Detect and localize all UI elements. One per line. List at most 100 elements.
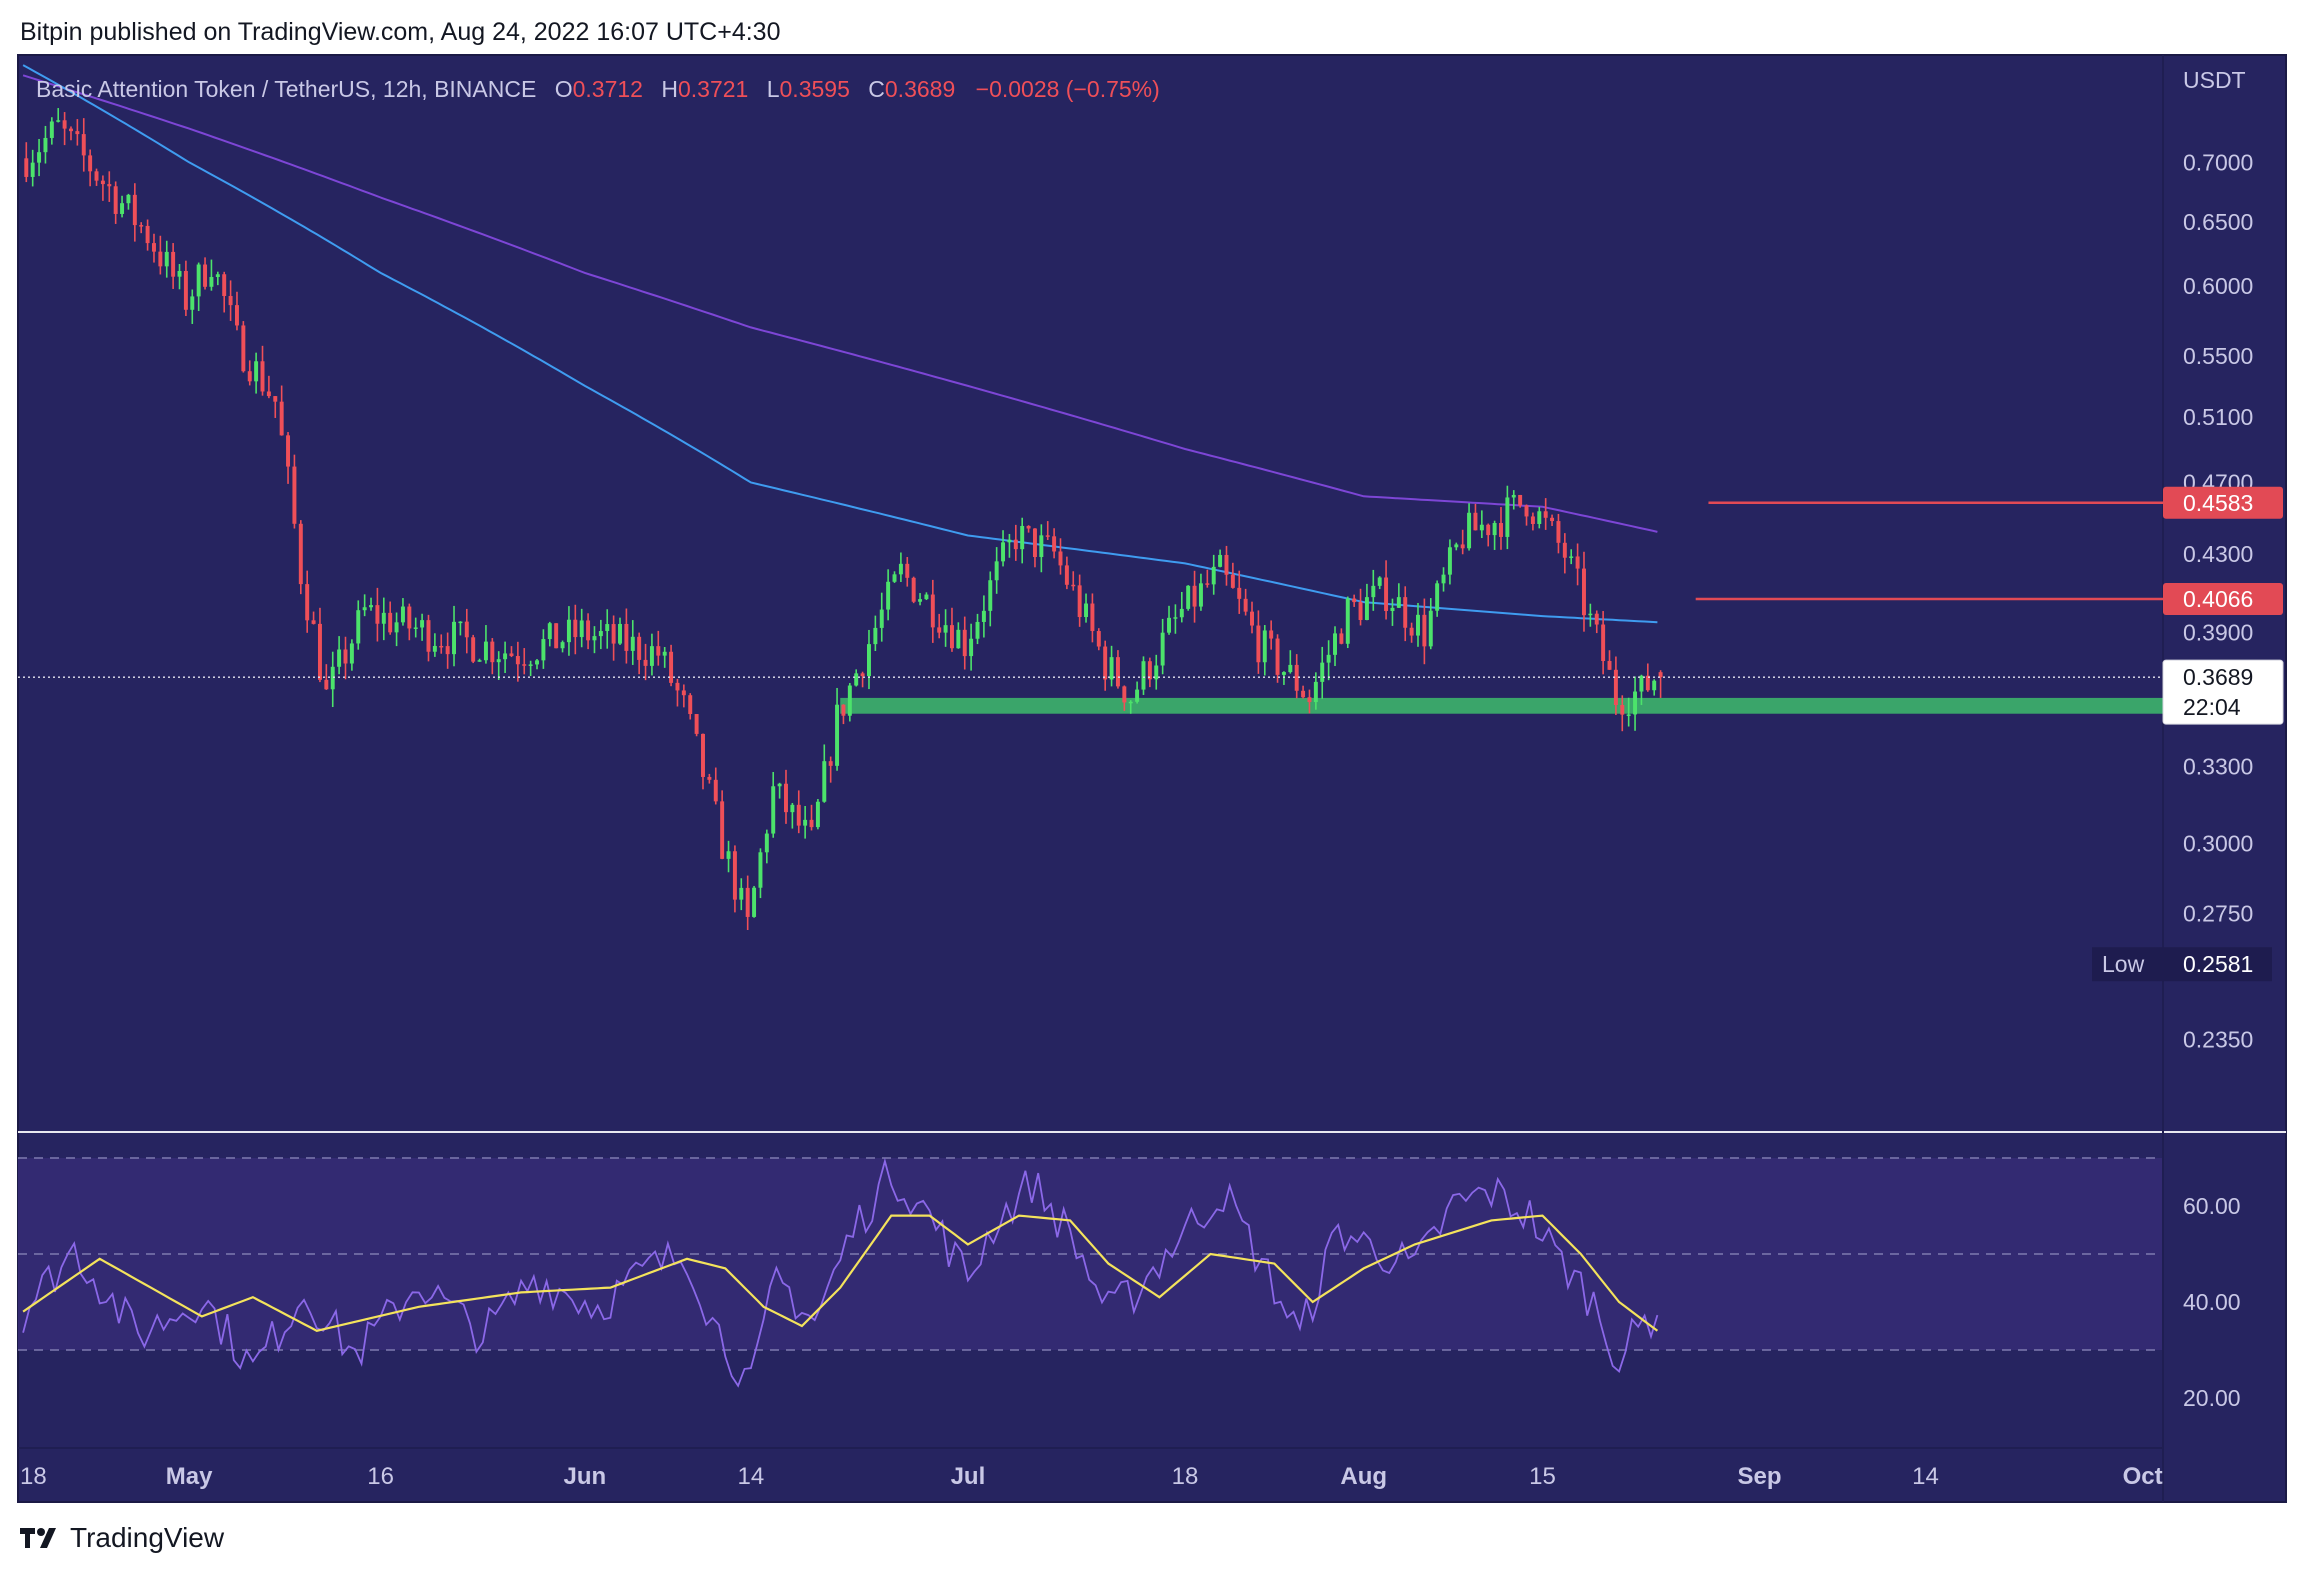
- candle[interactable]: [822, 744, 827, 803]
- candlestick-series[interactable]: [24, 108, 1663, 931]
- candle[interactable]: [611, 615, 616, 661]
- candle[interactable]: [547, 621, 552, 647]
- candle[interactable]: [1135, 681, 1140, 704]
- candle[interactable]: [1077, 574, 1082, 627]
- candle[interactable]: [1537, 506, 1542, 529]
- candle[interactable]: [420, 613, 425, 641]
- candle[interactable]: [37, 138, 42, 177]
- candle[interactable]: [1294, 654, 1299, 699]
- candle[interactable]: [701, 733, 705, 790]
- candle[interactable]: [656, 630, 661, 666]
- candle[interactable]: [1499, 507, 1503, 550]
- candle[interactable]: [94, 168, 99, 186]
- candle[interactable]: [1575, 543, 1580, 586]
- low-marker[interactable]: Low 0.2581: [2092, 947, 2272, 982]
- candle[interactable]: [88, 149, 93, 187]
- level-price-tag[interactable]: 0.4583: [2163, 486, 2283, 519]
- candle[interactable]: [924, 592, 929, 601]
- candle[interactable]: [1505, 485, 1510, 550]
- candle[interactable]: [509, 646, 514, 658]
- candle[interactable]: [681, 684, 686, 708]
- candle[interactable]: [898, 552, 903, 582]
- candle[interactable]: [203, 257, 208, 290]
- candle[interactable]: [190, 289, 195, 324]
- candle[interactable]: [732, 845, 737, 913]
- candle[interactable]: [879, 592, 884, 642]
- candle[interactable]: [49, 117, 54, 145]
- candle[interactable]: [30, 149, 35, 187]
- candle[interactable]: [713, 767, 718, 805]
- candle[interactable]: [139, 222, 144, 234]
- candle[interactable]: [388, 601, 393, 635]
- candle[interactable]: [1333, 626, 1337, 667]
- candle[interactable]: [573, 604, 578, 655]
- candle[interactable]: [764, 829, 769, 864]
- candle[interactable]: [1633, 676, 1638, 731]
- candle[interactable]: [1613, 656, 1618, 715]
- candle[interactable]: [452, 605, 457, 667]
- rsi-line[interactable]: [22, 1157, 1659, 1388]
- candle[interactable]: [375, 587, 380, 642]
- candle[interactable]: [75, 119, 80, 146]
- candle[interactable]: [1007, 533, 1012, 558]
- candle[interactable]: [720, 790, 725, 860]
- candle[interactable]: [1652, 679, 1657, 696]
- candle[interactable]: [1639, 674, 1644, 705]
- candle[interactable]: [120, 195, 125, 218]
- candle[interactable]: [177, 263, 182, 290]
- candle[interactable]: [490, 638, 495, 675]
- tradingview-footer[interactable]: TradingView: [20, 1520, 224, 1556]
- candle[interactable]: [426, 614, 431, 662]
- candle[interactable]: [962, 616, 967, 670]
- candle[interactable]: [1601, 611, 1606, 675]
- candle[interactable]: [1154, 654, 1159, 690]
- candle[interactable]: [1409, 622, 1414, 643]
- candle[interactable]: [586, 613, 591, 650]
- candle[interactable]: [126, 193, 131, 210]
- candle[interactable]: [24, 142, 29, 183]
- candle[interactable]: [554, 623, 559, 649]
- candle[interactable]: [254, 352, 259, 394]
- candle[interactable]: [1345, 596, 1350, 649]
- candle[interactable]: [1371, 569, 1376, 611]
- candle[interactable]: [1543, 498, 1548, 530]
- candle[interactable]: [988, 571, 993, 627]
- candle[interactable]: [279, 385, 284, 436]
- candle[interactable]: [956, 622, 961, 649]
- candle[interactable]: [815, 799, 820, 830]
- candle[interactable]: [675, 678, 680, 707]
- candle[interactable]: [535, 658, 539, 670]
- candle[interactable]: [969, 623, 974, 671]
- candle[interactable]: [1313, 672, 1318, 710]
- candle[interactable]: [1288, 650, 1293, 674]
- candle[interactable]: [886, 569, 891, 621]
- candle[interactable]: [624, 608, 629, 664]
- candle[interactable]: [592, 626, 597, 654]
- candle[interactable]: [937, 613, 942, 639]
- candle[interactable]: [1218, 549, 1223, 568]
- candle[interactable]: [305, 570, 310, 633]
- candle[interactable]: [1339, 628, 1344, 645]
- candle[interactable]: [337, 636, 342, 675]
- candle[interactable]: [298, 520, 303, 595]
- candle[interactable]: [905, 557, 910, 587]
- candle[interactable]: [1064, 556, 1069, 590]
- candle[interactable]: [1511, 490, 1516, 510]
- candle[interactable]: [1301, 685, 1306, 699]
- candle[interactable]: [132, 183, 137, 242]
- candle[interactable]: [515, 641, 520, 682]
- candle[interactable]: [158, 235, 163, 275]
- candle[interactable]: [637, 632, 642, 675]
- candle[interactable]: [1096, 628, 1101, 651]
- candle[interactable]: [1122, 685, 1127, 711]
- support-zone[interactable]: [840, 697, 2163, 714]
- candle[interactable]: [707, 773, 712, 784]
- candle[interactable]: [69, 126, 73, 141]
- candle[interactable]: [1479, 510, 1484, 539]
- candle[interactable]: [981, 595, 986, 638]
- candle[interactable]: [1186, 585, 1191, 611]
- candle[interactable]: [273, 396, 278, 418]
- last-price-tag[interactable]: 0.3689 22:04: [2162, 659, 2284, 725]
- candle[interactable]: [503, 641, 508, 674]
- candle[interactable]: [145, 219, 150, 251]
